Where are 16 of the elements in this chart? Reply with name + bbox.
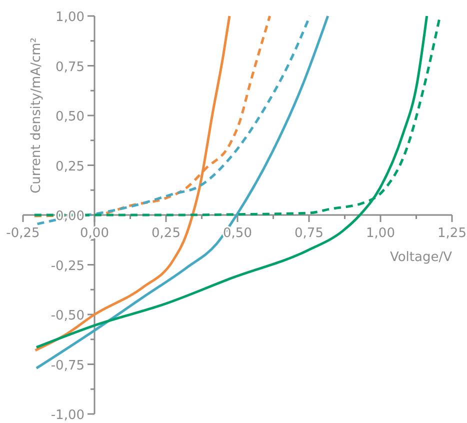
x-axis-title: Voltage/V	[390, 250, 452, 265]
y-tick-label: 0,75	[56, 60, 84, 75]
y-tick-label: -1,00	[50, 408, 84, 423]
y-axis-title: Current density/mA/cm²	[29, 38, 44, 194]
y-tick-label: 0,50	[56, 110, 84, 124]
x-tick-label: 1,25	[438, 226, 466, 241]
y-tick-label: -0,25	[50, 258, 84, 274]
y-tick-label: -0,50	[50, 308, 84, 324]
x-tick-label: 0,75	[294, 226, 324, 241]
x-tick-label: 0,25	[152, 226, 180, 241]
y-tick-label: 1,00	[56, 10, 84, 25]
x-tick-label: -0,25	[6, 226, 40, 241]
x-tick-label: 0,50	[223, 226, 252, 241]
x-tick-label: 1,00	[366, 226, 395, 241]
y-tick-label: -0,75	[50, 358, 84, 374]
y-tick-label: 0,25	[56, 159, 84, 174]
